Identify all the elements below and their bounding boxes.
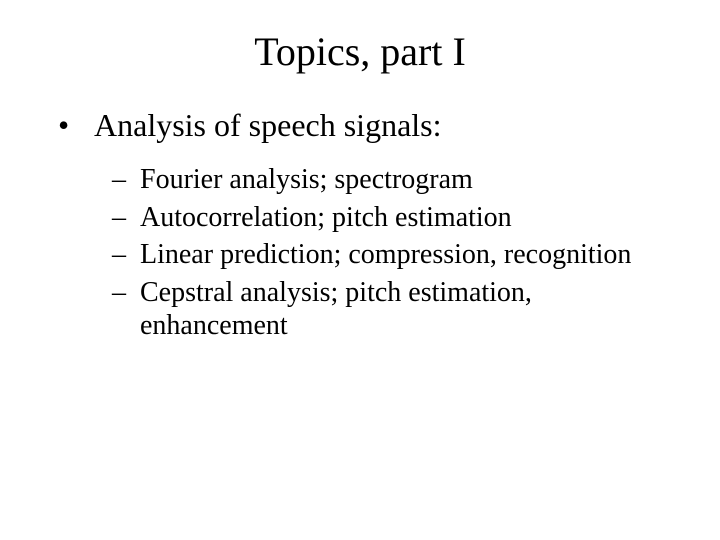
dash-icon: – <box>112 238 140 272</box>
bullet-icon: • <box>58 105 94 145</box>
slide: Topics, part I • Analysis of speech sign… <box>0 0 720 540</box>
slide-title: Topics, part I <box>0 0 720 105</box>
list-item: – Autocorrelation; pitch estimation <box>112 201 680 235</box>
list-item: • Analysis of speech signals: <box>58 105 680 145</box>
list-item-text: Linear prediction; compression, recognit… <box>140 238 680 272</box>
list-item: – Linear prediction; compression, recogn… <box>112 238 680 272</box>
dash-icon: – <box>112 201 140 235</box>
list-item-text: Cepstral analysis; pitch estimation, enh… <box>140 276 680 343</box>
list-item: – Cepstral analysis; pitch estimation, e… <box>112 276 680 343</box>
list-item: – Fourier analysis; spectrogram <box>112 163 680 197</box>
list-item-text: Analysis of speech signals: <box>94 105 442 145</box>
slide-content: • Analysis of speech signals: – Fourier … <box>0 105 720 343</box>
sub-list: – Fourier analysis; spectrogram – Autoco… <box>58 163 680 343</box>
list-item-text: Fourier analysis; spectrogram <box>140 163 680 197</box>
list-item-text: Autocorrelation; pitch estimation <box>140 201 680 235</box>
dash-icon: – <box>112 163 140 197</box>
dash-icon: – <box>112 276 140 343</box>
